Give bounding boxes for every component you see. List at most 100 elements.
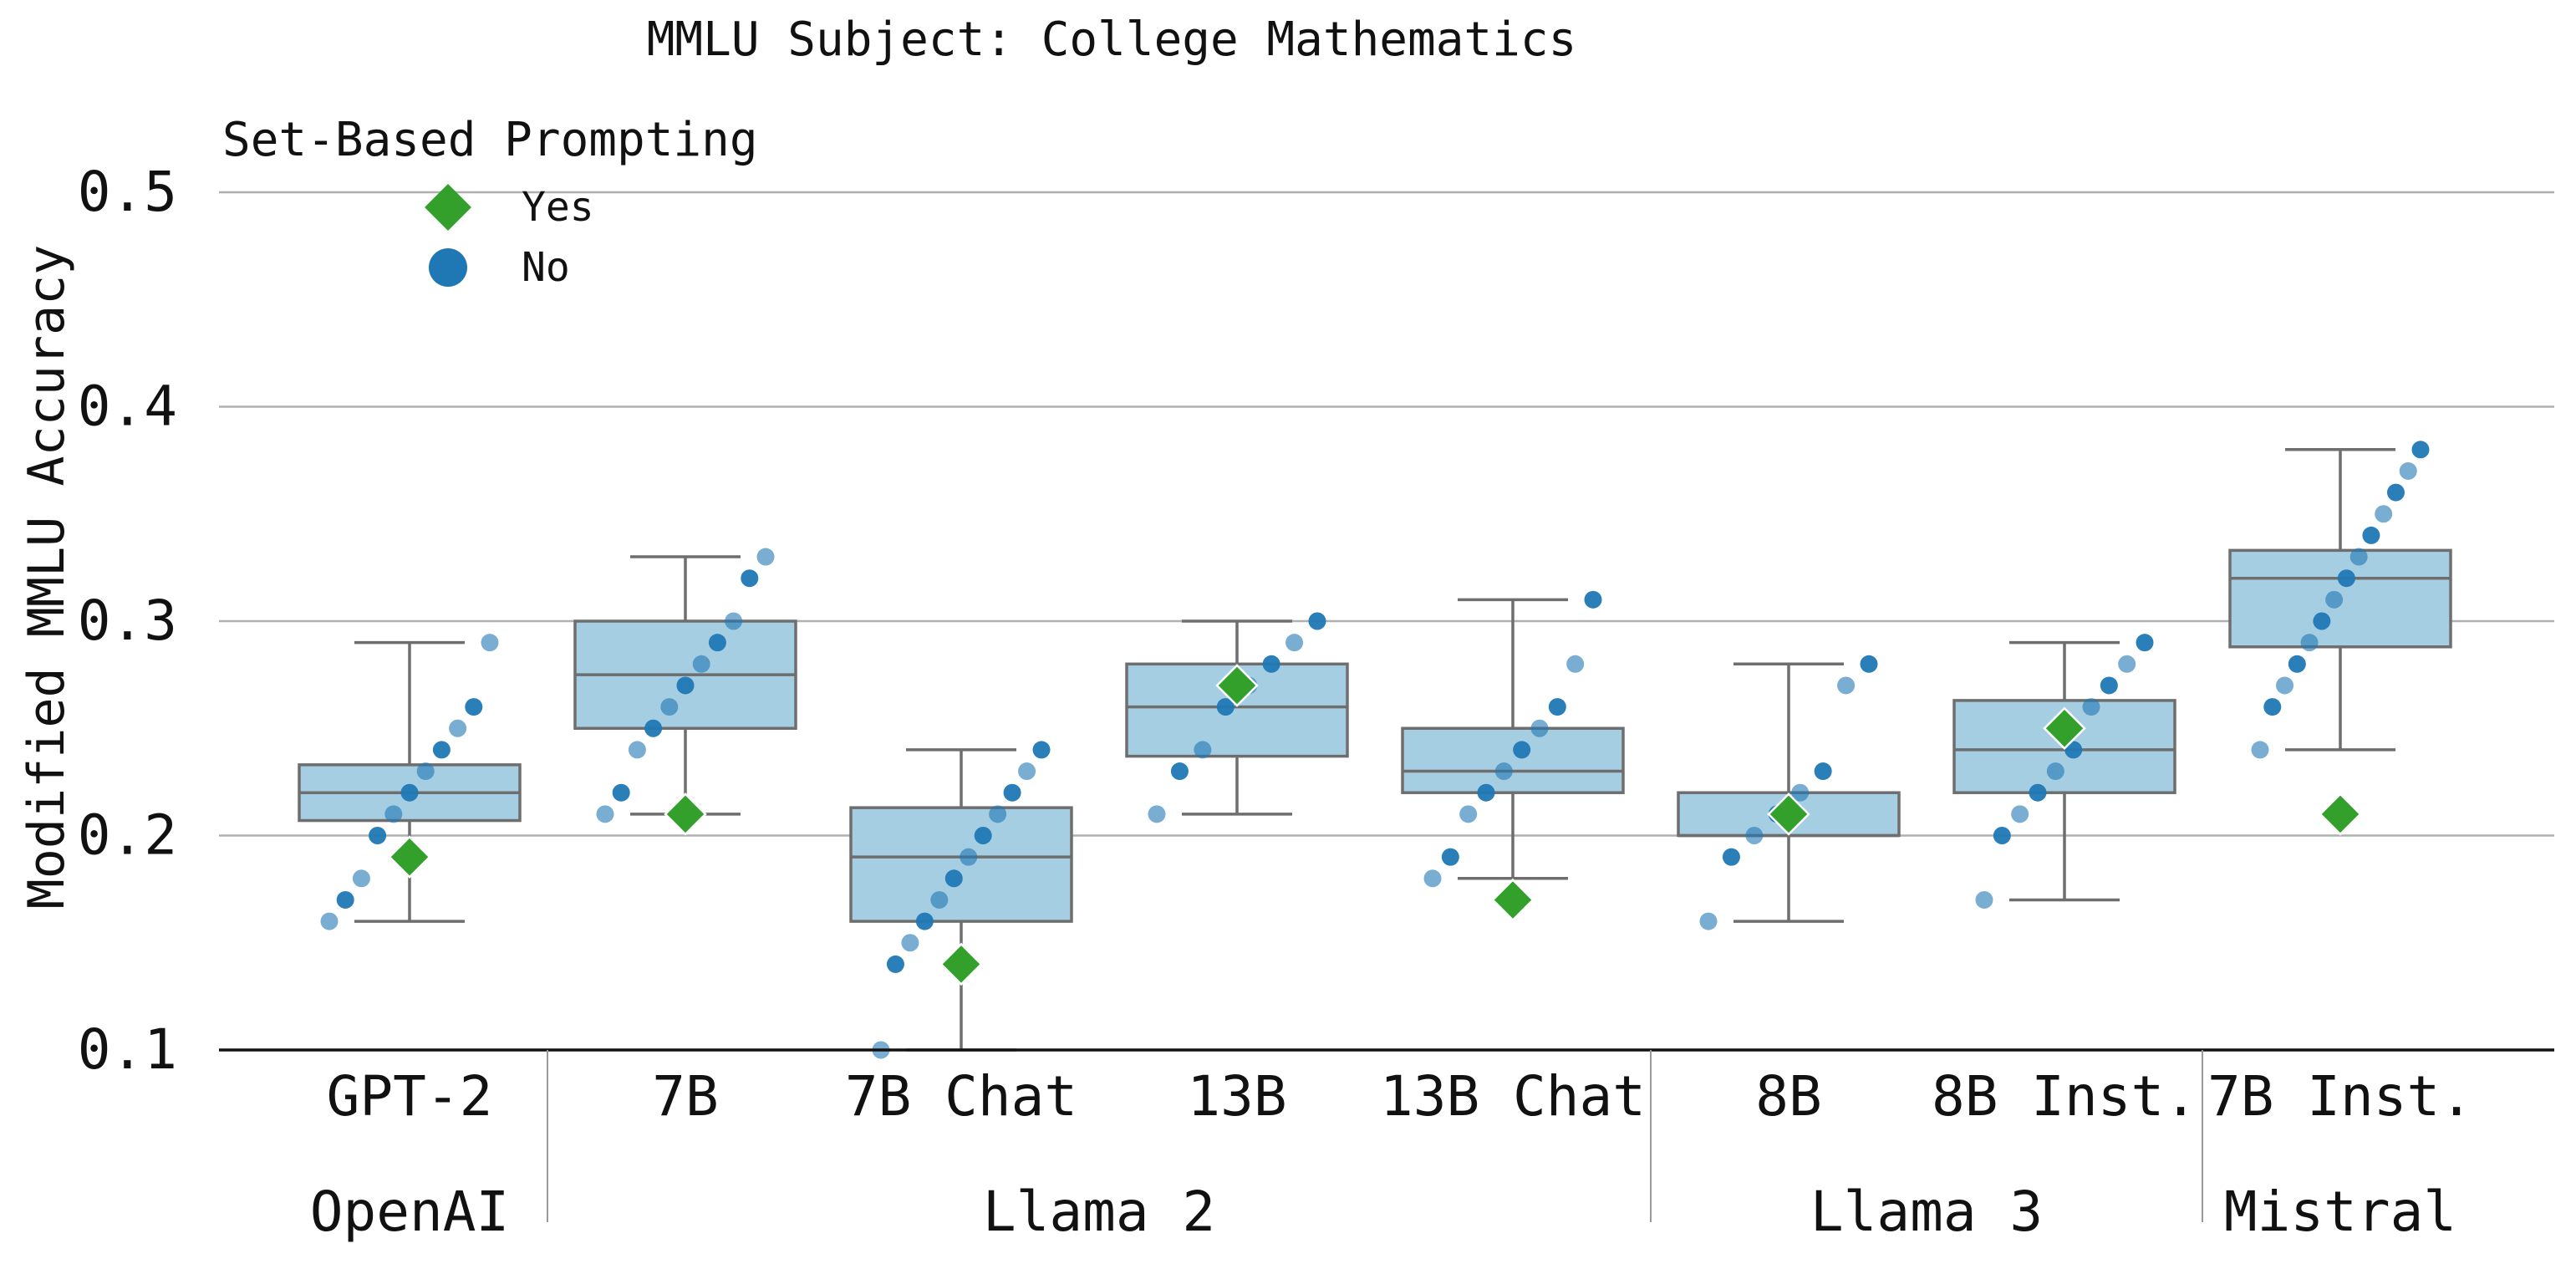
legend: Set-Based Prompting Yes No <box>222 113 758 291</box>
no-point <box>2082 698 2100 716</box>
set-based-diamond <box>1215 664 1259 707</box>
x-axis: GPT-2 7B 7B Chat 13B 13B Chat 8B 8B Inst. 7B In… <box>219 1048 2554 1244</box>
box-series <box>298 448 2452 1052</box>
legend-yes-marker <box>425 184 471 231</box>
y-tick-label: 0.2 <box>78 803 177 868</box>
y-axis-label: Modified MMLU Accuracy <box>18 245 76 910</box>
set-based-diamond <box>1491 878 1535 922</box>
y-tick-label: 0.3 <box>78 589 177 653</box>
x-tick-label: GPT-2 <box>327 1064 493 1129</box>
no-point <box>676 676 695 695</box>
no-point <box>2288 655 2306 673</box>
x-tick-label: 7B Chat <box>845 1064 1077 1129</box>
iqr-box <box>849 806 1073 923</box>
no-point <box>1308 612 1326 630</box>
set-based-diamond <box>1767 792 1810 836</box>
no-point <box>2386 483 2405 502</box>
no-point <box>384 805 403 823</box>
set-based-diamond <box>939 942 983 986</box>
no-point <box>2136 634 2154 652</box>
no-point <box>416 762 435 781</box>
set-based-diamond <box>664 792 707 836</box>
no-point <box>1745 827 1764 844</box>
no-point <box>708 634 726 652</box>
no-point <box>1032 741 1051 759</box>
no-point <box>741 569 759 588</box>
no-point <box>1814 762 1832 781</box>
no-point <box>1423 869 1442 888</box>
no-point <box>960 848 978 866</box>
no-point <box>449 719 467 737</box>
no-point <box>1722 848 1740 866</box>
no-point <box>2300 634 2319 652</box>
set-based-diamond <box>388 835 431 879</box>
group-label: Mistral <box>2224 1180 2456 1244</box>
no-point <box>432 741 451 759</box>
no-point <box>2029 783 2047 802</box>
x-tick-label: 8B <box>1755 1064 1821 1129</box>
no-point <box>1860 655 1878 673</box>
no-point <box>1148 805 1166 823</box>
no-point <box>1441 848 1459 866</box>
no-point <box>2276 676 2294 695</box>
chart-title: MMLU Subject: College Mathematics <box>647 13 1577 67</box>
no-point <box>886 955 904 973</box>
box-8b-inst- <box>1952 640 2176 902</box>
no-point <box>2399 461 2417 480</box>
iqr-box <box>1401 726 1625 794</box>
y-tick-label: 0.1 <box>78 1017 177 1082</box>
no-point <box>1837 676 1856 695</box>
y-tick-label: 0.4 <box>78 375 177 439</box>
set-based-diamond <box>2319 792 2362 836</box>
no-point <box>1018 762 1036 781</box>
no-point <box>1791 783 1810 802</box>
legend-title: Set-Based Prompting <box>222 113 758 167</box>
legend-yes-label: Yes <box>522 184 594 231</box>
no-point <box>1003 783 1021 802</box>
no-point <box>644 719 663 737</box>
no-point <box>944 869 963 888</box>
no-point <box>1548 698 1566 716</box>
point-series <box>320 441 2430 1059</box>
no-point <box>2362 526 2380 544</box>
no-point <box>930 890 949 909</box>
legend-no-marker <box>429 248 467 287</box>
box-7b-chat <box>849 748 1073 1052</box>
no-point <box>2100 676 2118 695</box>
box-gpt-2 <box>298 640 522 923</box>
no-point <box>974 827 992 844</box>
no-point <box>352 869 370 888</box>
no-point <box>1975 890 1993 909</box>
no-point <box>692 655 710 673</box>
no-point <box>1262 655 1280 673</box>
no-point <box>2349 548 2368 566</box>
no-point <box>1566 655 1585 673</box>
no-point <box>1170 762 1189 781</box>
no-point <box>1459 805 1478 823</box>
no-point <box>2263 698 2282 716</box>
legend-no-label: No <box>522 244 570 291</box>
no-point <box>320 912 339 930</box>
no-point <box>901 934 919 952</box>
no-point <box>2251 741 2269 759</box>
no-point <box>660 698 679 716</box>
y-tick-label: 0.5 <box>78 160 177 224</box>
no-point <box>336 890 354 909</box>
no-point <box>596 805 614 823</box>
x-tick-label: 7B <box>652 1064 718 1129</box>
no-point <box>2064 741 2083 759</box>
no-point <box>1194 741 1212 759</box>
group-label: OpenAI <box>310 1180 509 1244</box>
x-tick-label: 8B Inst. <box>1932 1064 2197 1129</box>
no-point <box>1699 912 1718 930</box>
set-based-diamond <box>2043 706 2086 751</box>
no-point <box>481 634 499 652</box>
no-point <box>2011 805 2029 823</box>
no-point <box>2313 612 2331 630</box>
no-point <box>756 548 775 566</box>
x-tick-label: 13B Chat <box>1380 1064 1646 1129</box>
no-point <box>1216 698 1235 716</box>
no-point <box>369 827 387 844</box>
no-point <box>400 783 419 802</box>
